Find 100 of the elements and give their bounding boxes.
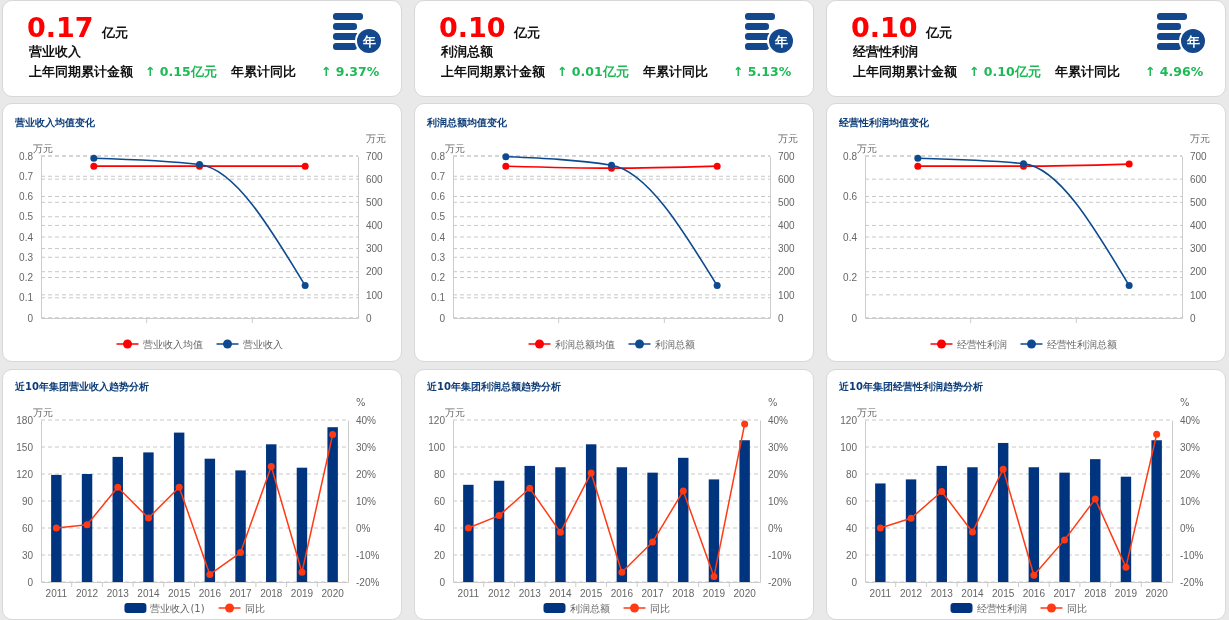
point (1122, 563, 1130, 571)
bar (967, 467, 978, 582)
y-tick-label: 100 (428, 441, 446, 453)
y2-tick-label: 700 (778, 150, 796, 162)
chart-title: 近10年集团利润总额趋势分析 (426, 381, 561, 392)
y-tick-label: 60 (845, 495, 858, 507)
point (999, 465, 1007, 473)
point (90, 154, 98, 162)
x-tick-label: 2017 (1053, 588, 1077, 600)
x-tick-label: 2019 (702, 588, 726, 600)
y-tick-label: 40 (845, 522, 858, 534)
y2-tick-label: 10% (768, 495, 789, 507)
x-tick-label: 2017 (641, 588, 665, 600)
text: 亿元 (512, 25, 540, 40)
y-axis-title: 万元 (857, 407, 877, 418)
text: 经营性利润 (852, 44, 918, 59)
text: ↑ 0.01亿元 (557, 64, 629, 79)
point (144, 514, 152, 522)
text: ↑ 9.37% (321, 64, 380, 79)
y2-tick-label: -10% (356, 549, 380, 561)
y-tick-label: 0.8 (19, 150, 34, 162)
y-tick-label: 100 (840, 441, 858, 453)
x-tick-label: 2020 (321, 588, 345, 600)
x-tick-label: 2019 (290, 588, 314, 600)
x-tick-label: 2015 (168, 588, 191, 600)
point (914, 154, 922, 162)
y-tick-label: 20 (845, 549, 858, 561)
x-tick-label: 2013 (106, 588, 130, 600)
point (1091, 495, 1099, 503)
point (876, 524, 884, 532)
legend-label: 营业收入(1) (150, 602, 205, 614)
text: 上年同期累计金额 (852, 64, 958, 79)
y-tick-label: 0.6 (843, 191, 858, 203)
y2-tick-label: 30% (768, 441, 789, 453)
chart-title: 近10年集团营业收入趋势分析 (14, 381, 149, 392)
bar (463, 484, 474, 582)
y-tick-label: 0.2 (431, 272, 446, 284)
point (298, 568, 306, 576)
point (907, 514, 915, 522)
y2-tick-label: 700 (1190, 150, 1208, 162)
y2-tick-label: 0 (1190, 312, 1196, 324)
y-tick-label: 0.1 (19, 292, 34, 304)
y-tick-label: 0.3 (431, 251, 446, 263)
y-axis-title: 万元 (445, 143, 465, 154)
point (495, 512, 503, 520)
x-tick-label: 2011 (45, 588, 68, 600)
text: ↑ 5.13% (733, 64, 792, 79)
bar (555, 467, 566, 582)
point (968, 528, 976, 536)
legend-label: 同比 (244, 602, 265, 614)
y2-tick-label: 100 (778, 289, 796, 301)
legend-label: 利润总额 (569, 602, 610, 614)
legend-label: 利润总额 (654, 338, 695, 350)
y2-tick-label: -20% (1180, 576, 1204, 588)
x-tick-label: 2014 (961, 588, 985, 600)
point (237, 549, 245, 557)
y-tick-label: 120 (428, 414, 446, 426)
bar (493, 480, 505, 582)
y2-tick-label: 300 (366, 243, 384, 255)
point (83, 521, 91, 529)
y-tick-label: 180 (16, 414, 34, 426)
y2-tick-label: 300 (1190, 243, 1208, 255)
y-tick-label: 40 (433, 522, 446, 534)
text: 年 (773, 34, 788, 49)
y2-tick-label: 0% (768, 522, 783, 534)
bar (708, 479, 720, 582)
point (52, 524, 60, 532)
y2-axis-title: % (1180, 397, 1190, 408)
y2-tick-label: 0% (1180, 522, 1195, 534)
point (587, 469, 595, 477)
point (329, 431, 337, 439)
y-tick-label: 0.1 (431, 292, 446, 304)
y2-tick-label: 10% (1180, 495, 1201, 507)
x-tick-label: 2015 (992, 588, 1015, 600)
y-tick-label: 0.8 (843, 150, 858, 162)
point (1153, 430, 1161, 438)
bar (1028, 467, 1040, 582)
point (679, 487, 687, 495)
legend-label: 营业收入均值 (142, 338, 203, 350)
text: 亿元 (100, 25, 128, 40)
text: ↑ 4.96% (1145, 64, 1204, 79)
legend-label: 经营性利润 (956, 338, 1007, 350)
y-tick-label: 30 (21, 549, 34, 561)
text: 0.10 (439, 12, 506, 43)
bar (1120, 476, 1132, 582)
y2-tick-label: 10% (356, 495, 377, 507)
point (502, 153, 510, 161)
bar (143, 452, 154, 582)
point (526, 484, 534, 492)
y-tick-label: 0.8 (431, 150, 446, 162)
y2-tick-label: -10% (768, 549, 792, 561)
legend-label: 利润总额均值 (554, 338, 615, 350)
text: 利润总额 (440, 44, 494, 59)
y2-tick-label: 200 (778, 266, 796, 278)
legend-label: 经营性利润 (976, 602, 1027, 614)
y-tick-label: 0.3 (19, 251, 34, 263)
y-tick-label: 0.7 (19, 170, 34, 182)
x-tick-label: 2011 (869, 588, 892, 600)
bar (51, 474, 62, 582)
text: 0.17 (27, 12, 94, 43)
